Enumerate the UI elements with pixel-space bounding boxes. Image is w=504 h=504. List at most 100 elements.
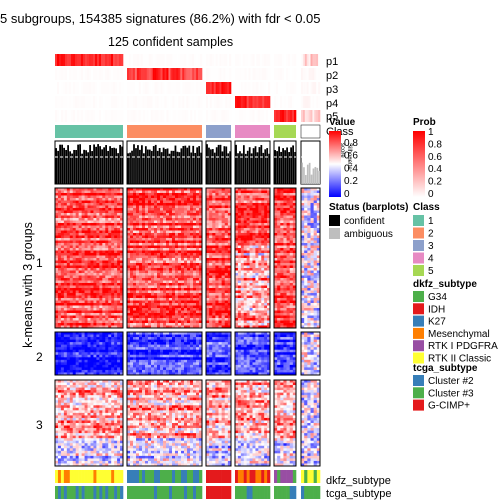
heatmap-cell — [120, 213, 124, 216]
heatmap-cell — [292, 218, 297, 221]
prob-cell — [192, 82, 195, 94]
silhouette-bar — [286, 147, 288, 184]
heatmap-cell — [190, 320, 194, 324]
heatmap-cell — [157, 193, 161, 196]
heatmap-cell — [252, 205, 256, 209]
heatmap-cell — [90, 248, 94, 251]
heatmap-cell — [90, 290, 94, 294]
heatmap-cell — [252, 248, 256, 251]
heatmap-cell — [120, 270, 124, 274]
heatmap-cell — [264, 323, 268, 326]
heatmap-cell — [280, 315, 284, 319]
silhouette-bar — [237, 153, 239, 184]
heatmap-cell — [102, 253, 106, 256]
prob-cell — [219, 82, 222, 94]
heatmap-cell — [108, 253, 112, 256]
prob-cell — [217, 68, 220, 80]
heatmap-cell — [246, 268, 250, 271]
heatmap-cell — [224, 325, 229, 329]
chart-title: 5 subgroups, 154385 signatures (86.2%) w… — [0, 11, 321, 26]
heatmap-cell — [66, 308, 71, 311]
heatmap-cell — [267, 308, 271, 311]
heatmap-cell — [117, 220, 121, 224]
heatmap-cell — [75, 303, 79, 306]
heatmap-cell — [111, 293, 115, 296]
heatmap-cell — [139, 265, 143, 269]
heatmap-cell — [196, 293, 200, 296]
heatmap-cell — [90, 318, 94, 321]
heatmap-cell — [267, 273, 271, 276]
heatmap-cell — [127, 270, 131, 274]
heatmap-cell — [130, 203, 134, 206]
heatmap-cell — [249, 243, 253, 246]
heatmap-cell — [190, 323, 194, 326]
heatmap-cell — [57, 245, 62, 249]
heatmap-cell — [187, 300, 191, 304]
heatmap-cell — [184, 253, 188, 256]
heatmap-cell — [193, 238, 197, 241]
heatmap-cell — [145, 188, 149, 191]
heatmap-cell — [151, 278, 155, 281]
heatmap-cell — [69, 195, 74, 199]
heatmap-cell — [255, 213, 259, 216]
heatmap-cell — [240, 248, 245, 251]
prob-cell — [93, 68, 96, 80]
silhouette-bar — [284, 150, 286, 184]
heatmap-cell — [280, 288, 284, 291]
heatmap-cell — [235, 303, 239, 306]
heatmap-cell — [274, 310, 278, 314]
heatmap-cell — [166, 225, 170, 229]
heatmap-cell — [181, 310, 185, 314]
heatmap-cell — [261, 250, 265, 254]
prob-cell — [186, 96, 189, 108]
heatmap-cell — [246, 190, 250, 194]
heatmap-cell — [169, 188, 173, 191]
heatmap-cell — [215, 260, 219, 264]
heatmap-cell — [218, 228, 222, 231]
heatmap-cell — [111, 243, 115, 246]
heatmap-cell — [145, 225, 149, 229]
heatmap-cell — [139, 310, 143, 314]
heatmap-cell — [130, 225, 134, 229]
heatmap-cell — [102, 263, 106, 266]
heatmap-cell — [172, 290, 176, 294]
prob-cell — [156, 68, 159, 80]
heatmap-cell — [148, 233, 152, 236]
silhouette-bar — [276, 151, 278, 184]
heatmap-cell — [78, 270, 82, 274]
heatmap-cell — [199, 303, 203, 306]
heatmap-cell — [240, 233, 245, 236]
heatmap-cell — [130, 265, 134, 269]
heatmap-cell — [96, 243, 100, 246]
heatmap-cell — [267, 210, 271, 214]
heatmap-cell — [148, 283, 152, 286]
prob-cell — [119, 54, 122, 66]
prob-cell — [156, 110, 159, 122]
heatmap-cell — [108, 295, 112, 299]
prob-cell — [318, 54, 321, 66]
heatmap-cell — [111, 215, 115, 219]
heatmap-cell — [69, 188, 74, 191]
heatmap-cell — [163, 293, 167, 296]
heatmap-cell — [280, 233, 284, 236]
heatmap-cell — [252, 230, 256, 234]
heatmap-cell — [69, 283, 74, 286]
heatmap-cell — [81, 285, 85, 289]
heatmap-cell — [178, 298, 182, 301]
prob-cell — [266, 110, 269, 122]
prob-cell — [288, 110, 291, 122]
heatmap-cell — [157, 273, 161, 276]
heatmap-cell — [127, 298, 131, 301]
heatmap-cell — [81, 278, 85, 281]
heatmap-cell — [93, 280, 97, 284]
heatmap-cell — [277, 255, 281, 259]
prob-cell — [235, 68, 238, 80]
silhouette-bar — [168, 153, 171, 184]
prob-cell — [154, 82, 157, 94]
heatmap-cell — [277, 320, 281, 324]
heatmap-cell — [99, 253, 103, 256]
heatmap-cell — [196, 230, 200, 234]
heatmap-cell — [172, 210, 176, 214]
heatmap-cell — [255, 300, 259, 304]
heatmap-cell — [252, 265, 256, 269]
